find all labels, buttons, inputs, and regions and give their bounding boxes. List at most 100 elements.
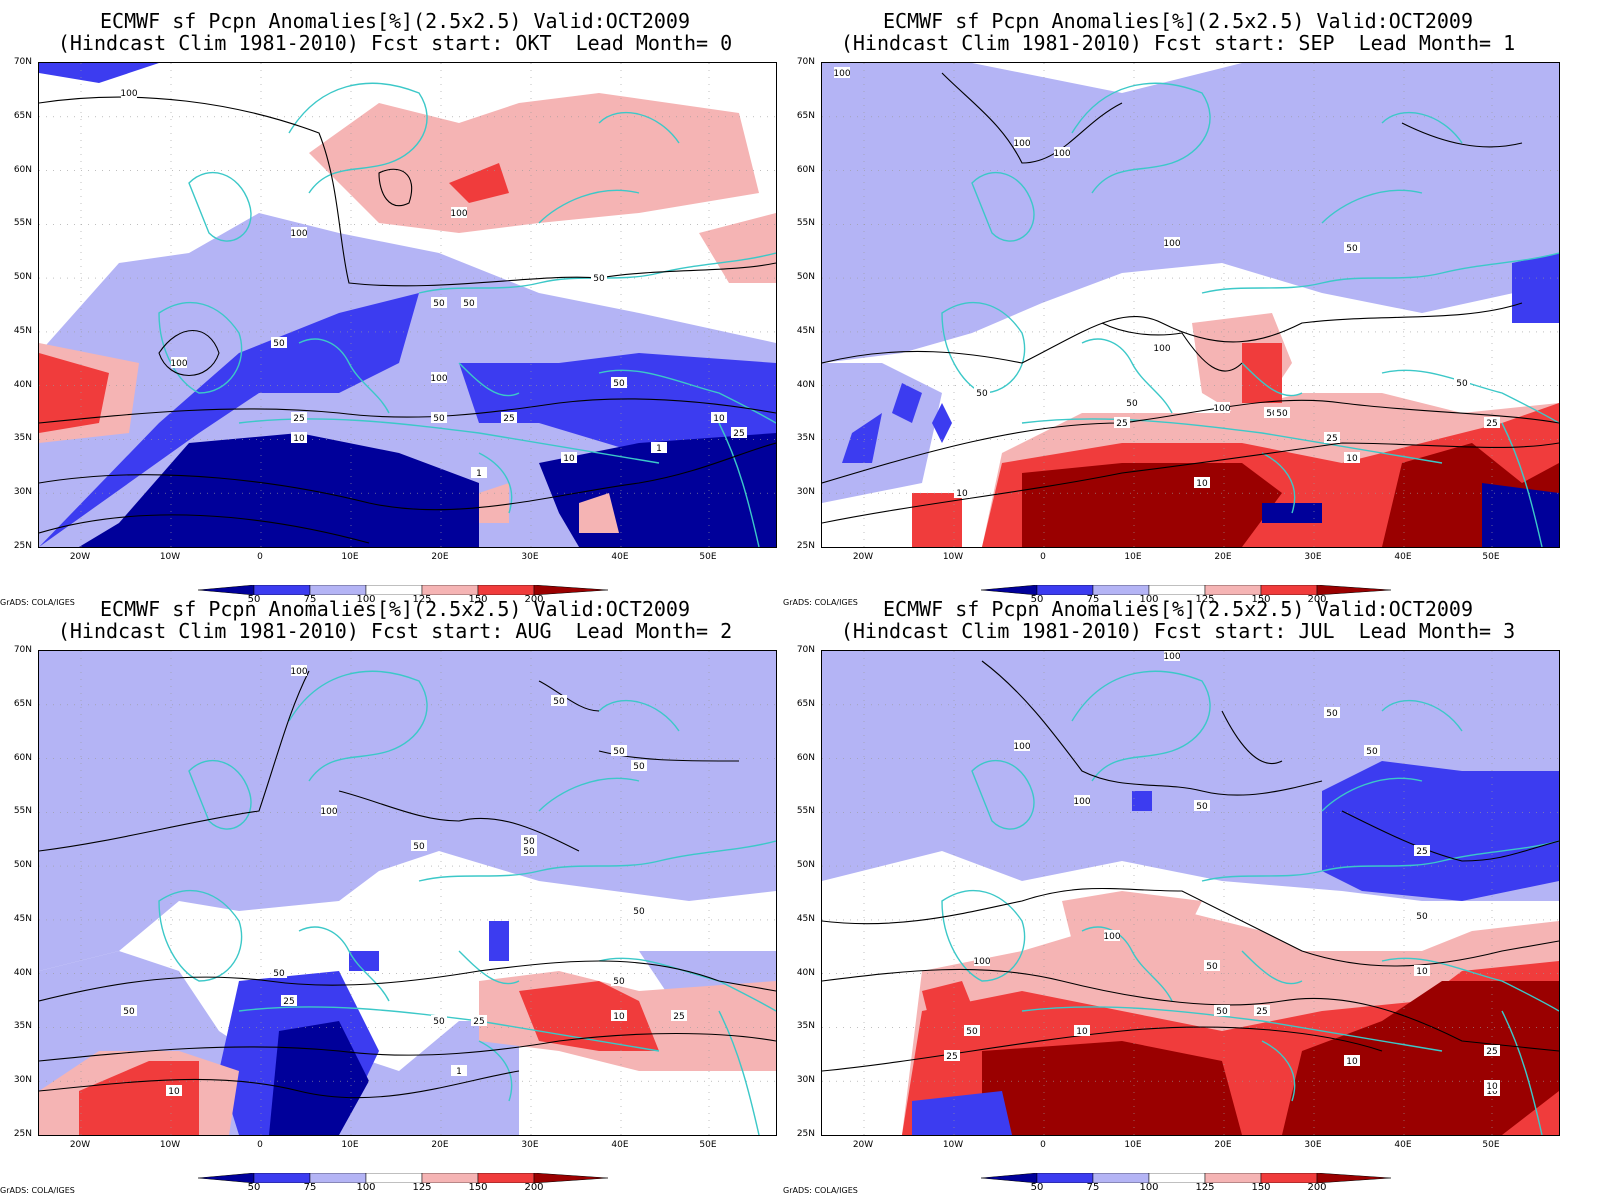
colorbar-label: 150 bbox=[1251, 1182, 1271, 1193]
coastline bbox=[538, 189, 640, 224]
contour-label-bg bbox=[1194, 477, 1210, 488]
contour-label: 100 bbox=[1013, 139, 1030, 149]
anomaly-shading bbox=[269, 1021, 369, 1135]
contour-label: 100 bbox=[1153, 344, 1170, 354]
coastline bbox=[1021, 1006, 1443, 1052]
contour-label: 100 bbox=[833, 69, 850, 79]
contour-label: 10 bbox=[613, 1012, 625, 1022]
anomaly-shading bbox=[1062, 891, 1202, 951]
contour-label-bg bbox=[461, 297, 477, 308]
colorbar-label: 75 bbox=[303, 1182, 317, 1193]
contour-label-bg bbox=[291, 412, 307, 423]
colorbar-segment bbox=[533, 1172, 609, 1184]
lat-label: 25N bbox=[796, 1129, 815, 1139]
lon-label: 20W bbox=[69, 552, 91, 562]
panel-title-line-1: ECMWF sf Pcpn Anomalies[%](2.5x2.5) Vali… bbox=[99, 597, 690, 621]
coastline bbox=[1501, 422, 1543, 547]
contour-line bbox=[941, 72, 1123, 164]
lat-label: 60N bbox=[796, 164, 815, 175]
lon-label: 10W bbox=[942, 552, 964, 562]
contour-line bbox=[39, 1070, 520, 1099]
contour-label-bg bbox=[1324, 432, 1340, 443]
contour-label: 50 bbox=[123, 1007, 135, 1017]
coastline bbox=[1081, 338, 1173, 414]
contour-label-bg bbox=[431, 297, 447, 308]
coastline bbox=[188, 172, 252, 242]
contour-label: 25 bbox=[946, 1052, 957, 1062]
contour-line bbox=[822, 968, 1559, 1052]
contour-label-bg bbox=[1264, 407, 1280, 418]
contour-label-bg bbox=[591, 272, 607, 283]
contour-label: 50 bbox=[1416, 912, 1428, 922]
contour-label: 10 bbox=[1486, 1082, 1498, 1092]
contour-label-bg bbox=[1014, 740, 1030, 751]
colorbar-label: 50 bbox=[247, 1182, 261, 1193]
colorbar bbox=[980, 1168, 1392, 1184]
anomaly-shading bbox=[459, 353, 776, 453]
lat-label: 25N bbox=[13, 1129, 32, 1139]
lat-label: 45N bbox=[13, 913, 32, 924]
contour-label: 25 bbox=[1256, 1007, 1267, 1017]
map-panel-1: ECMWF sf Pcpn Anomalies[%](2.5x2.5) Vali… bbox=[0, 0, 790, 607]
panel-title-line-2: (Hindcast Clim 1981-2010) Fcst start: OK… bbox=[57, 31, 733, 55]
contour-label: 50 bbox=[976, 389, 988, 399]
precip-anomaly-map: 100 100 100 100 50 50 50 50 100 100 50 25 25 10 10 25 10… bbox=[821, 62, 1560, 548]
lat-label: 70N bbox=[796, 645, 815, 655]
lon-label: 10E bbox=[1124, 1140, 1142, 1150]
contour-line bbox=[538, 680, 600, 712]
colorbar-label: 125 bbox=[1195, 1182, 1215, 1193]
contour-label: 50 bbox=[1276, 409, 1288, 419]
colorbar bbox=[197, 580, 609, 596]
contour-label: 50 bbox=[1266, 409, 1278, 419]
map-panel-2: ECMWF sf Pcpn Anomalies[%](2.5x2.5) Vali… bbox=[783, 0, 1573, 607]
coastline bbox=[1261, 1040, 1296, 1102]
anomaly-shading bbox=[1242, 343, 1282, 403]
colorbar-label: 200 bbox=[524, 594, 544, 605]
coastline bbox=[188, 760, 252, 830]
contour-label: 100 bbox=[170, 359, 187, 369]
contour-line bbox=[338, 790, 580, 852]
contour-label: 1 bbox=[456, 1067, 462, 1077]
coastline bbox=[288, 670, 428, 782]
contour-label-bg bbox=[521, 835, 537, 846]
grads-credit: GrADS: COLA/IGES bbox=[0, 1186, 75, 1195]
coastline bbox=[598, 699, 680, 732]
anomaly-shading bbox=[39, 293, 419, 547]
colorbar-label: 200 bbox=[1307, 594, 1327, 605]
lon-label: 20W bbox=[852, 552, 874, 562]
contour-label: 25 bbox=[1416, 847, 1427, 857]
anomaly-shading bbox=[1282, 981, 1559, 1135]
contour-label-bg bbox=[1484, 417, 1500, 428]
lon-label: 10W bbox=[942, 1140, 964, 1150]
contour-label: 50 bbox=[633, 762, 645, 772]
contour-label: 50 bbox=[1206, 962, 1218, 972]
panel-title-line-1: ECMWF sf Pcpn Anomalies[%](2.5x2.5) Vali… bbox=[99, 9, 690, 33]
contour-label-bg bbox=[551, 695, 567, 706]
contour-line bbox=[822, 1026, 1383, 1072]
contour-label-bg bbox=[1344, 242, 1360, 253]
lon-label: 10W bbox=[159, 552, 181, 562]
contour-label: 10 bbox=[956, 489, 968, 499]
coastline bbox=[478, 1040, 513, 1102]
coastline bbox=[718, 1010, 760, 1135]
contour-line bbox=[1221, 710, 1283, 765]
contour-label-bg bbox=[121, 87, 137, 98]
contour-label-bg bbox=[711, 412, 727, 423]
coastline bbox=[1201, 252, 1559, 294]
contour-label-bg bbox=[731, 427, 747, 438]
contour-label: 50 bbox=[433, 299, 445, 309]
lat-label: 25N bbox=[13, 541, 32, 551]
contour-label-bg bbox=[291, 432, 307, 443]
colorbar-label: 50 bbox=[1030, 594, 1044, 605]
contour-label: 1 bbox=[656, 444, 662, 454]
anomaly-shading bbox=[932, 403, 952, 443]
anomaly-shading bbox=[1512, 253, 1559, 323]
coastline bbox=[1021, 418, 1443, 464]
contour-label: 50 bbox=[273, 969, 285, 979]
contour-label: 25 bbox=[503, 414, 514, 424]
lat-label: 35N bbox=[13, 1021, 32, 1032]
contour-label: 10 bbox=[1196, 479, 1208, 489]
lon-label: 10E bbox=[1124, 552, 1142, 562]
panel-title-line-2: (Hindcast Clim 1981-2010) Fcst start: SE… bbox=[840, 31, 1516, 55]
contour-label-bg bbox=[1054, 147, 1070, 158]
